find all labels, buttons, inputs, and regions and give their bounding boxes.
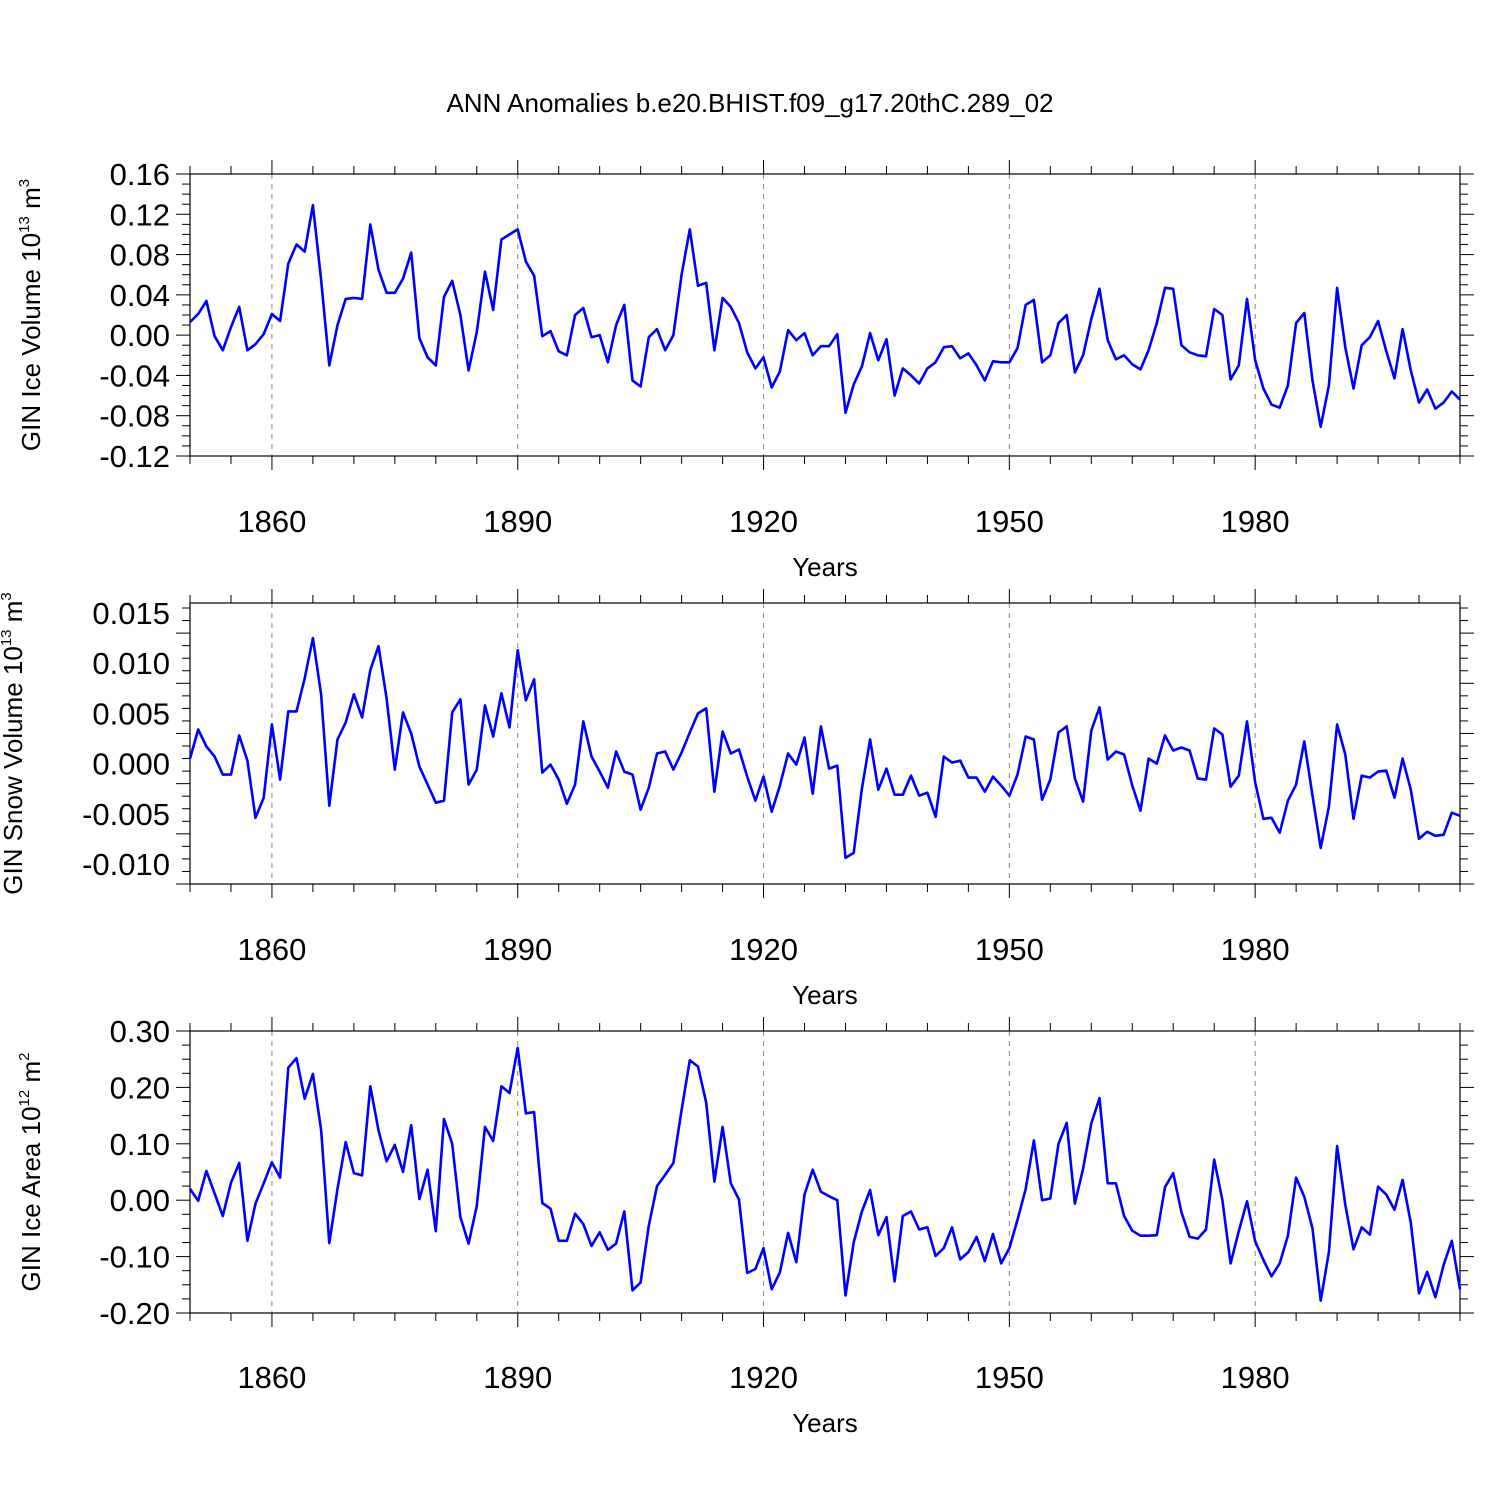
- y-label-unit: m: [16, 187, 46, 216]
- y-tick-label: 0.16: [110, 157, 170, 192]
- x-tick-label: 1980: [1221, 1360, 1290, 1395]
- y-axis-label: GIN Ice Volume 1013 m3: [16, 179, 46, 451]
- x-tick-label: 1920: [729, 1360, 798, 1395]
- x-tick-label: 1860: [237, 504, 306, 539]
- series-line-snow-volume: [188, 636, 1461, 860]
- y-label-unit-exp: 3: [16, 179, 33, 187]
- y-tick-label: 0.010: [92, 646, 170, 681]
- x-tick-label: 1980: [1221, 504, 1290, 539]
- y-label-exp: 13: [16, 216, 33, 233]
- plot-frame: [189, 173, 1461, 457]
- y-label-exp: 13: [0, 629, 15, 646]
- x-tick-label: 1890: [483, 932, 552, 967]
- x-axis-label: Years: [792, 980, 858, 1010]
- y-tick-label: 0.30: [110, 1014, 170, 1049]
- x-tick-label: 1950: [975, 504, 1044, 539]
- y-tick-label: 0.00: [110, 318, 170, 353]
- y-label-main: GIN Ice Area 10: [16, 1106, 46, 1291]
- x-tick-label: 1920: [729, 504, 798, 539]
- series-line-ice-area: [188, 1046, 1462, 1302]
- y-tick-label: 0.10: [110, 1127, 170, 1162]
- x-tick-label: 1860: [237, 1360, 306, 1395]
- y-tick-label: -0.20: [99, 1296, 170, 1331]
- x-axis-label: Years: [792, 552, 858, 582]
- y-axis-label: GIN Ice Area 1012 m2: [16, 1053, 46, 1292]
- x-tick-label: 1950: [975, 1360, 1044, 1395]
- y-label-unit: m: [16, 1061, 46, 1090]
- x-tick-label: 1980: [1221, 932, 1290, 967]
- y-tick-label: 0.005: [92, 696, 170, 731]
- x-tick-label: 1890: [483, 1360, 552, 1395]
- y-tick-label: 0.015: [92, 596, 170, 631]
- y-tick-label: -0.04: [99, 358, 170, 393]
- x-tick-label: 1860: [237, 932, 306, 967]
- y-tick-label: -0.12: [99, 439, 170, 474]
- x-tick-label: 1920: [729, 932, 798, 967]
- x-tick-label: 1950: [975, 932, 1044, 967]
- x-tick-label: 1890: [483, 504, 552, 539]
- y-label-unit: m: [0, 601, 28, 630]
- figure-title: ANN Anomalies b.e20.BHIST.f09_g17.20thC.…: [446, 88, 1053, 118]
- y-axis-label: GIN Snow Volume 1013 m3: [0, 592, 28, 895]
- y-label-unit-exp: 2: [16, 1053, 33, 1061]
- y-tick-label: 0.000: [92, 747, 170, 782]
- y-tick-label: 0.20: [110, 1070, 170, 1105]
- y-label-exp: 12: [16, 1090, 33, 1107]
- y-label-main: GIN Snow Volume 10: [0, 646, 28, 895]
- plot-frame: [189, 602, 1461, 885]
- y-tick-label: 0.12: [110, 197, 170, 232]
- x-axis-label: Years: [792, 1408, 858, 1438]
- panel-ice-volume: -0.12 -0.08 -0.04 0.00 0.04 0.08 0.12 0.16 1860 1…: [16, 157, 1474, 582]
- y-tick-label: -0.08: [99, 399, 170, 434]
- panel-snow-volume: -0.010 -0.005 0.000 0.005 0.010 0.015 1860 1890…: [0, 589, 1474, 1010]
- series-line-ice-volume: [189, 203, 1461, 429]
- y-tick-label: -0.005: [82, 797, 170, 832]
- y-tick-label: -0.10: [99, 1240, 170, 1275]
- y-tick-label: 0.04: [110, 278, 170, 313]
- y-tick-label: 0.00: [110, 1183, 170, 1218]
- panel-ice-area: -0.20 -0.10 0.00 0.10 0.20 0.30 1860 1890 1920 19…: [16, 1014, 1474, 1438]
- y-tick-label: 0.08: [110, 238, 170, 273]
- y-tick-label: -0.010: [82, 847, 170, 882]
- y-label-main: GIN Ice Volume 10: [16, 233, 46, 451]
- y-label-unit-exp: 3: [0, 592, 15, 600]
